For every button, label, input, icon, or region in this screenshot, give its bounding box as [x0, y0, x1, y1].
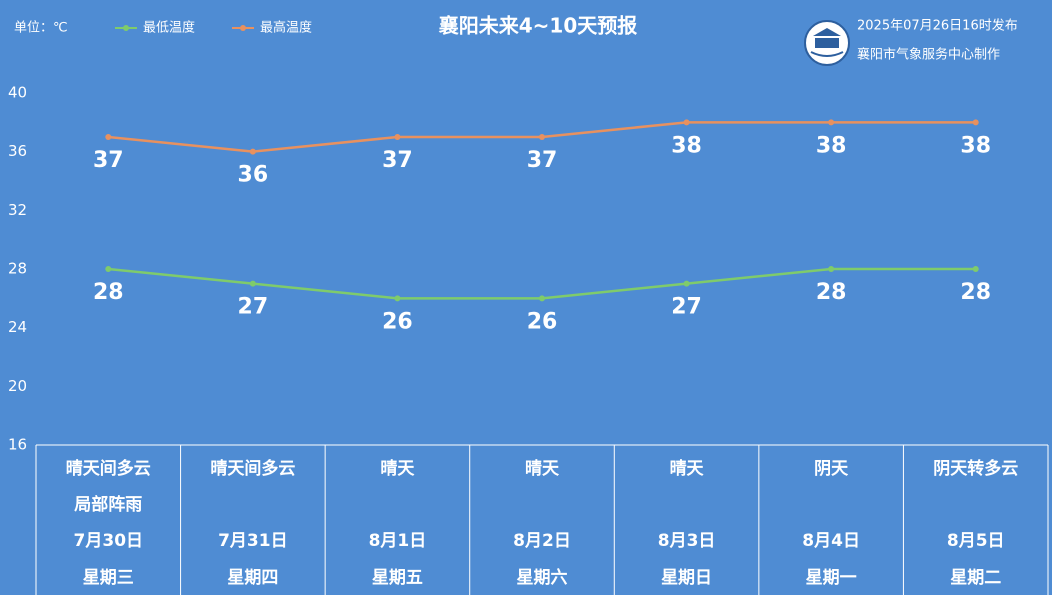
- unit-label: 单位：℃: [14, 21, 68, 36]
- weather: 晴天: [380, 459, 415, 479]
- legend-dot: [240, 25, 246, 31]
- data-label: 37: [527, 148, 558, 173]
- publish-time: 2025年07月26日16时发布: [857, 18, 1018, 34]
- data-label: 36: [238, 163, 269, 188]
- data-label: 27: [671, 295, 702, 320]
- point: [539, 295, 545, 302]
- data-label: 37: [93, 148, 124, 173]
- point: [683, 280, 690, 287]
- point: [249, 148, 256, 155]
- legend-dot: [123, 25, 129, 31]
- weather: 阴天转多云: [933, 458, 1018, 479]
- point: [394, 134, 401, 140]
- data-label: 28: [816, 280, 847, 305]
- weekday: 星期日: [661, 568, 712, 588]
- weekday: 星期一: [806, 568, 857, 588]
- point: [972, 266, 979, 272]
- x-tick-label: 8月4日: [802, 531, 860, 551]
- point: [539, 134, 545, 140]
- weather-extra: 局部阵雨: [74, 494, 142, 515]
- chart-title: 襄阳未来4~10天预报: [438, 14, 638, 38]
- y-tick-label: 20: [8, 377, 27, 395]
- logo: [804, 20, 850, 66]
- x-tick-label: 7月30日: [74, 531, 144, 551]
- data-label: 37: [382, 148, 413, 173]
- weekday: 星期三: [83, 568, 134, 588]
- producer: 襄阳市气象服务中心制作: [857, 47, 1000, 63]
- data-label: 28: [960, 280, 991, 305]
- x-tick-label: 7月31日: [218, 531, 288, 551]
- weather: 阴天: [814, 459, 849, 479]
- y-tick-label: 40: [8, 84, 27, 102]
- legend-label: 最高温度: [260, 20, 312, 36]
- point: [249, 280, 256, 287]
- weekday: 星期五: [372, 568, 423, 588]
- data-label: 28: [93, 280, 124, 305]
- y-tick-label: 32: [8, 201, 27, 219]
- legend-label: 最低温度: [143, 20, 195, 36]
- weekday: 星期四: [227, 568, 278, 588]
- x-tick-label: 8月5日: [947, 531, 1005, 551]
- weather: 晴天间多云: [210, 458, 295, 479]
- data-label: 38: [960, 133, 991, 158]
- y-tick-label: 24: [8, 318, 27, 336]
- point: [683, 119, 690, 126]
- x-tick-label: 8月3日: [658, 531, 716, 551]
- point: [105, 266, 112, 272]
- data-label: 26: [527, 309, 558, 334]
- data-label: 26: [382, 309, 413, 334]
- y-tick-label: 36: [8, 142, 27, 160]
- point: [972, 119, 979, 126]
- data-label: 38: [816, 133, 847, 158]
- weather: 晴天: [670, 459, 705, 479]
- y-tick-label: 28: [8, 260, 27, 278]
- weekday: 星期六: [517, 567, 568, 588]
- x-tick-label: 8月2日: [513, 531, 571, 551]
- data-label: 27: [238, 295, 269, 320]
- point: [828, 119, 835, 126]
- data-label: 38: [671, 133, 702, 158]
- point: [828, 266, 835, 272]
- x-tick-label: 8月1日: [369, 531, 427, 551]
- weather: 晴天间多云: [66, 458, 151, 479]
- weather: 晴天: [525, 459, 560, 479]
- y-tick-label: 16: [8, 436, 27, 454]
- weekday: 星期二: [950, 568, 1001, 588]
- point: [394, 295, 401, 302]
- point: [105, 134, 112, 140]
